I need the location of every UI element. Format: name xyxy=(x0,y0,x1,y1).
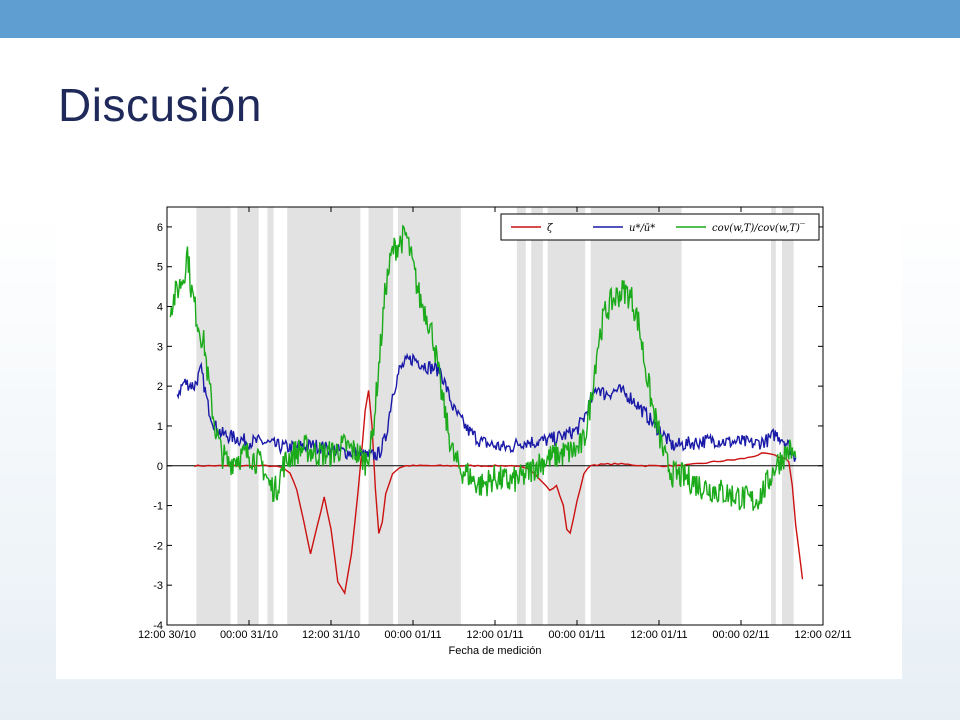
tick-layer: -4 -3 -2 -1 0 1 2 3 4 5 6 12:00 30/10 00:00 31/10 12:… xyxy=(138,207,852,641)
x-tick-label: 00:00 01/11 xyxy=(548,629,605,641)
shaded-interval xyxy=(397,207,461,625)
y-tick-label: 5 xyxy=(157,262,163,274)
y-tick-label: 2 xyxy=(157,381,163,393)
x-tick-label: 00:00 02/11 xyxy=(712,629,769,641)
legend: ζ u*/ū* cov(w,T)/cov(w,T)‾ xyxy=(500,213,820,241)
top-accent-bar xyxy=(0,0,960,38)
shaded-interval xyxy=(287,207,361,625)
series-line-2 xyxy=(176,352,797,462)
x-tick-label: 00:00 01/11 xyxy=(384,629,441,641)
shaded-interval xyxy=(237,207,259,625)
shading-layer xyxy=(196,207,794,625)
shaded-interval xyxy=(531,207,543,625)
y-tick-label: 4 xyxy=(157,302,163,314)
y-tick-label: 1 xyxy=(157,421,163,433)
figure-panel: -4 -3 -2 -1 0 1 2 3 4 5 6 12:00 30/10 00:00 31/10 12:… xyxy=(56,167,902,679)
y-tick-label: 0 xyxy=(157,461,163,473)
y-tick-label: -3 xyxy=(153,580,163,592)
shaded-interval xyxy=(771,207,776,625)
series-layer xyxy=(169,224,804,596)
y-tick-label: -1 xyxy=(153,501,163,513)
shaded-interval xyxy=(516,207,526,625)
shaded-interval xyxy=(547,207,586,625)
x-tick-label: 00:00 31/10 xyxy=(220,629,278,641)
legend-label: cov(w,T)/cov(w,T)‾ xyxy=(712,223,805,234)
x-tick-label: 12:00 01/11 xyxy=(466,629,523,641)
plot-frame xyxy=(166,206,824,626)
y-tick-label: 3 xyxy=(157,341,163,353)
shaded-interval xyxy=(782,207,794,625)
shaded-interval xyxy=(590,207,682,625)
shaded-interval xyxy=(267,207,274,625)
y-tick-label: -4 xyxy=(153,620,163,632)
series-line-1 xyxy=(194,390,804,596)
x-tick-label: 12:00 30/10 xyxy=(138,629,196,641)
legend-label: u*/ū* xyxy=(629,223,655,234)
x-tick-label: 12:00 02/11 xyxy=(794,629,851,641)
legend-box xyxy=(500,213,820,241)
line-chart: -4 -3 -2 -1 0 1 2 3 4 5 6 12:00 30/10 00:00 31/10 12:… xyxy=(138,206,852,657)
series-line-3 xyxy=(169,224,797,511)
x-tick-label: 12:00 31/10 xyxy=(302,629,360,641)
slide-title: Discusión xyxy=(58,79,262,131)
x-axis-label: Fecha de medición xyxy=(449,645,542,657)
y-tick-label: -2 xyxy=(153,540,163,552)
y-tick-label: 6 xyxy=(157,222,163,234)
legend-label: ζ xyxy=(547,223,553,234)
x-tick-label: 12:00 01/11 xyxy=(630,629,687,641)
